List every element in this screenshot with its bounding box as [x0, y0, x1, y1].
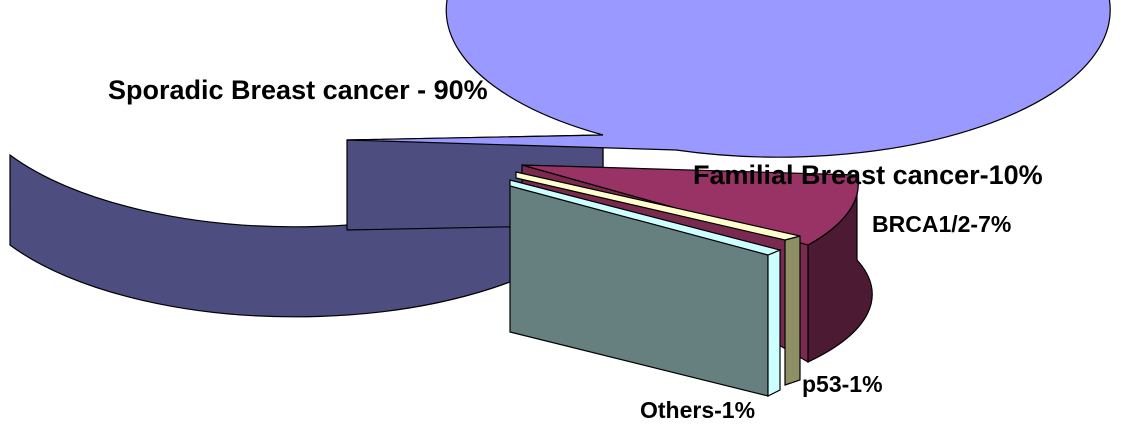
pie-slice-sporadic	[346, 0, 1111, 158]
pie-slice-others-edge	[767, 249, 781, 397]
pie-slice-others	[509, 179, 782, 256]
label-others: Others-1%	[640, 397, 755, 423]
pie-slice-brca	[521, 164, 859, 246]
label-brca: BRCA1/2-7%	[872, 211, 1011, 237]
label-p53: p53-1%	[802, 371, 883, 397]
label-familial-group: Familial Breast cancer-10%	[693, 160, 1043, 190]
pie-slice-p53-side	[784, 235, 801, 386]
pie-slice-p53	[515, 171, 801, 241]
label-sporadic: Sporadic Breast cancer - 90%	[108, 75, 488, 105]
